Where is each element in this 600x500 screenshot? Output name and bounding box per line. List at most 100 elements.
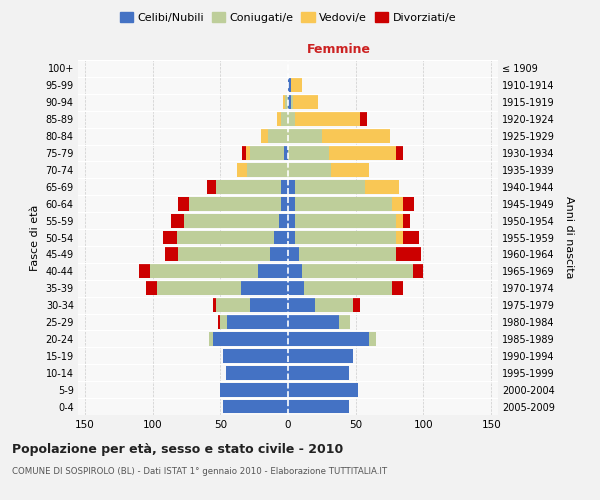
Text: Femmine: Femmine <box>307 44 370 57</box>
Bar <box>288 214 295 228</box>
Bar <box>258 264 288 278</box>
Bar <box>172 214 184 228</box>
Bar <box>283 96 285 109</box>
Bar <box>369 332 376 346</box>
Bar <box>291 78 302 92</box>
Bar <box>226 366 288 380</box>
Bar <box>268 129 288 143</box>
Bar <box>288 129 322 143</box>
Bar <box>288 78 291 92</box>
Bar <box>277 112 281 126</box>
Bar <box>353 298 360 312</box>
Bar <box>261 129 268 143</box>
Bar <box>288 96 291 109</box>
Bar <box>360 112 367 126</box>
Bar <box>293 96 318 109</box>
Bar <box>246 146 250 160</box>
Bar <box>288 146 329 160</box>
Bar <box>177 230 274 244</box>
Bar <box>288 180 295 194</box>
Bar <box>146 282 157 295</box>
Bar <box>163 230 177 244</box>
Bar <box>184 214 278 228</box>
Bar <box>284 146 288 160</box>
Bar <box>288 163 331 177</box>
Y-axis label: Anni di nascita: Anni di nascita <box>563 196 574 279</box>
Bar <box>291 96 293 109</box>
Bar <box>331 163 369 177</box>
Bar <box>288 332 369 346</box>
Bar <box>285 96 288 109</box>
Bar <box>150 264 258 278</box>
Bar <box>295 180 365 194</box>
Bar <box>220 382 288 396</box>
Bar <box>220 315 227 329</box>
Bar <box>139 264 150 278</box>
Bar <box>302 264 413 278</box>
Bar <box>209 332 214 346</box>
Bar <box>281 112 288 126</box>
Bar <box>304 282 392 295</box>
Bar <box>315 298 353 312</box>
Legend: Celibi/Nubili, Coniugati/e, Vedovi/e, Divorziati/e: Celibi/Nubili, Coniugati/e, Vedovi/e, Di… <box>115 8 461 28</box>
Bar <box>165 248 178 262</box>
Bar <box>241 282 288 295</box>
Bar <box>223 400 288 413</box>
Bar <box>295 230 397 244</box>
Bar <box>365 180 399 194</box>
Bar <box>214 332 288 346</box>
Bar <box>397 248 421 262</box>
Bar <box>288 264 302 278</box>
Bar <box>322 129 389 143</box>
Bar <box>247 163 288 177</box>
Bar <box>392 282 403 295</box>
Bar <box>288 298 315 312</box>
Bar <box>178 197 189 210</box>
Bar <box>216 180 281 194</box>
Bar <box>392 197 403 210</box>
Text: COMUNE DI SOSPIROLO (BL) - Dati ISTAT 1° gennaio 2010 - Elaborazione TUTTITALIA.: COMUNE DI SOSPIROLO (BL) - Dati ISTAT 1°… <box>12 468 387 476</box>
Bar <box>242 146 246 160</box>
Bar <box>218 315 220 329</box>
Bar <box>278 214 288 228</box>
Bar <box>288 400 349 413</box>
Bar <box>281 180 288 194</box>
Bar <box>397 146 403 160</box>
Bar <box>288 349 353 363</box>
Bar <box>299 248 397 262</box>
Bar <box>271 248 288 262</box>
Bar <box>329 146 397 160</box>
Bar <box>397 214 403 228</box>
Bar <box>223 349 288 363</box>
Bar <box>207 180 216 194</box>
Bar <box>288 197 295 210</box>
Bar <box>295 214 397 228</box>
Bar <box>288 315 340 329</box>
Bar <box>236 163 247 177</box>
Bar <box>288 282 304 295</box>
Bar <box>295 197 392 210</box>
Bar <box>288 112 295 126</box>
Bar <box>189 197 281 210</box>
Bar <box>288 382 358 396</box>
Bar <box>281 197 288 210</box>
Bar <box>295 112 360 126</box>
Bar <box>216 298 250 312</box>
Bar <box>288 248 299 262</box>
Bar <box>403 197 414 210</box>
Bar <box>403 230 419 244</box>
Bar <box>250 298 288 312</box>
Bar <box>157 282 241 295</box>
Y-axis label: Fasce di età: Fasce di età <box>30 204 40 270</box>
Bar <box>227 315 288 329</box>
Bar <box>288 366 349 380</box>
Text: Popolazione per età, sesso e stato civile - 2010: Popolazione per età, sesso e stato civil… <box>12 442 343 456</box>
Bar <box>288 230 295 244</box>
Bar <box>274 230 288 244</box>
Bar <box>250 146 284 160</box>
Bar <box>340 315 350 329</box>
Bar <box>397 230 403 244</box>
Bar <box>413 264 424 278</box>
Bar <box>178 248 271 262</box>
Bar <box>403 214 410 228</box>
